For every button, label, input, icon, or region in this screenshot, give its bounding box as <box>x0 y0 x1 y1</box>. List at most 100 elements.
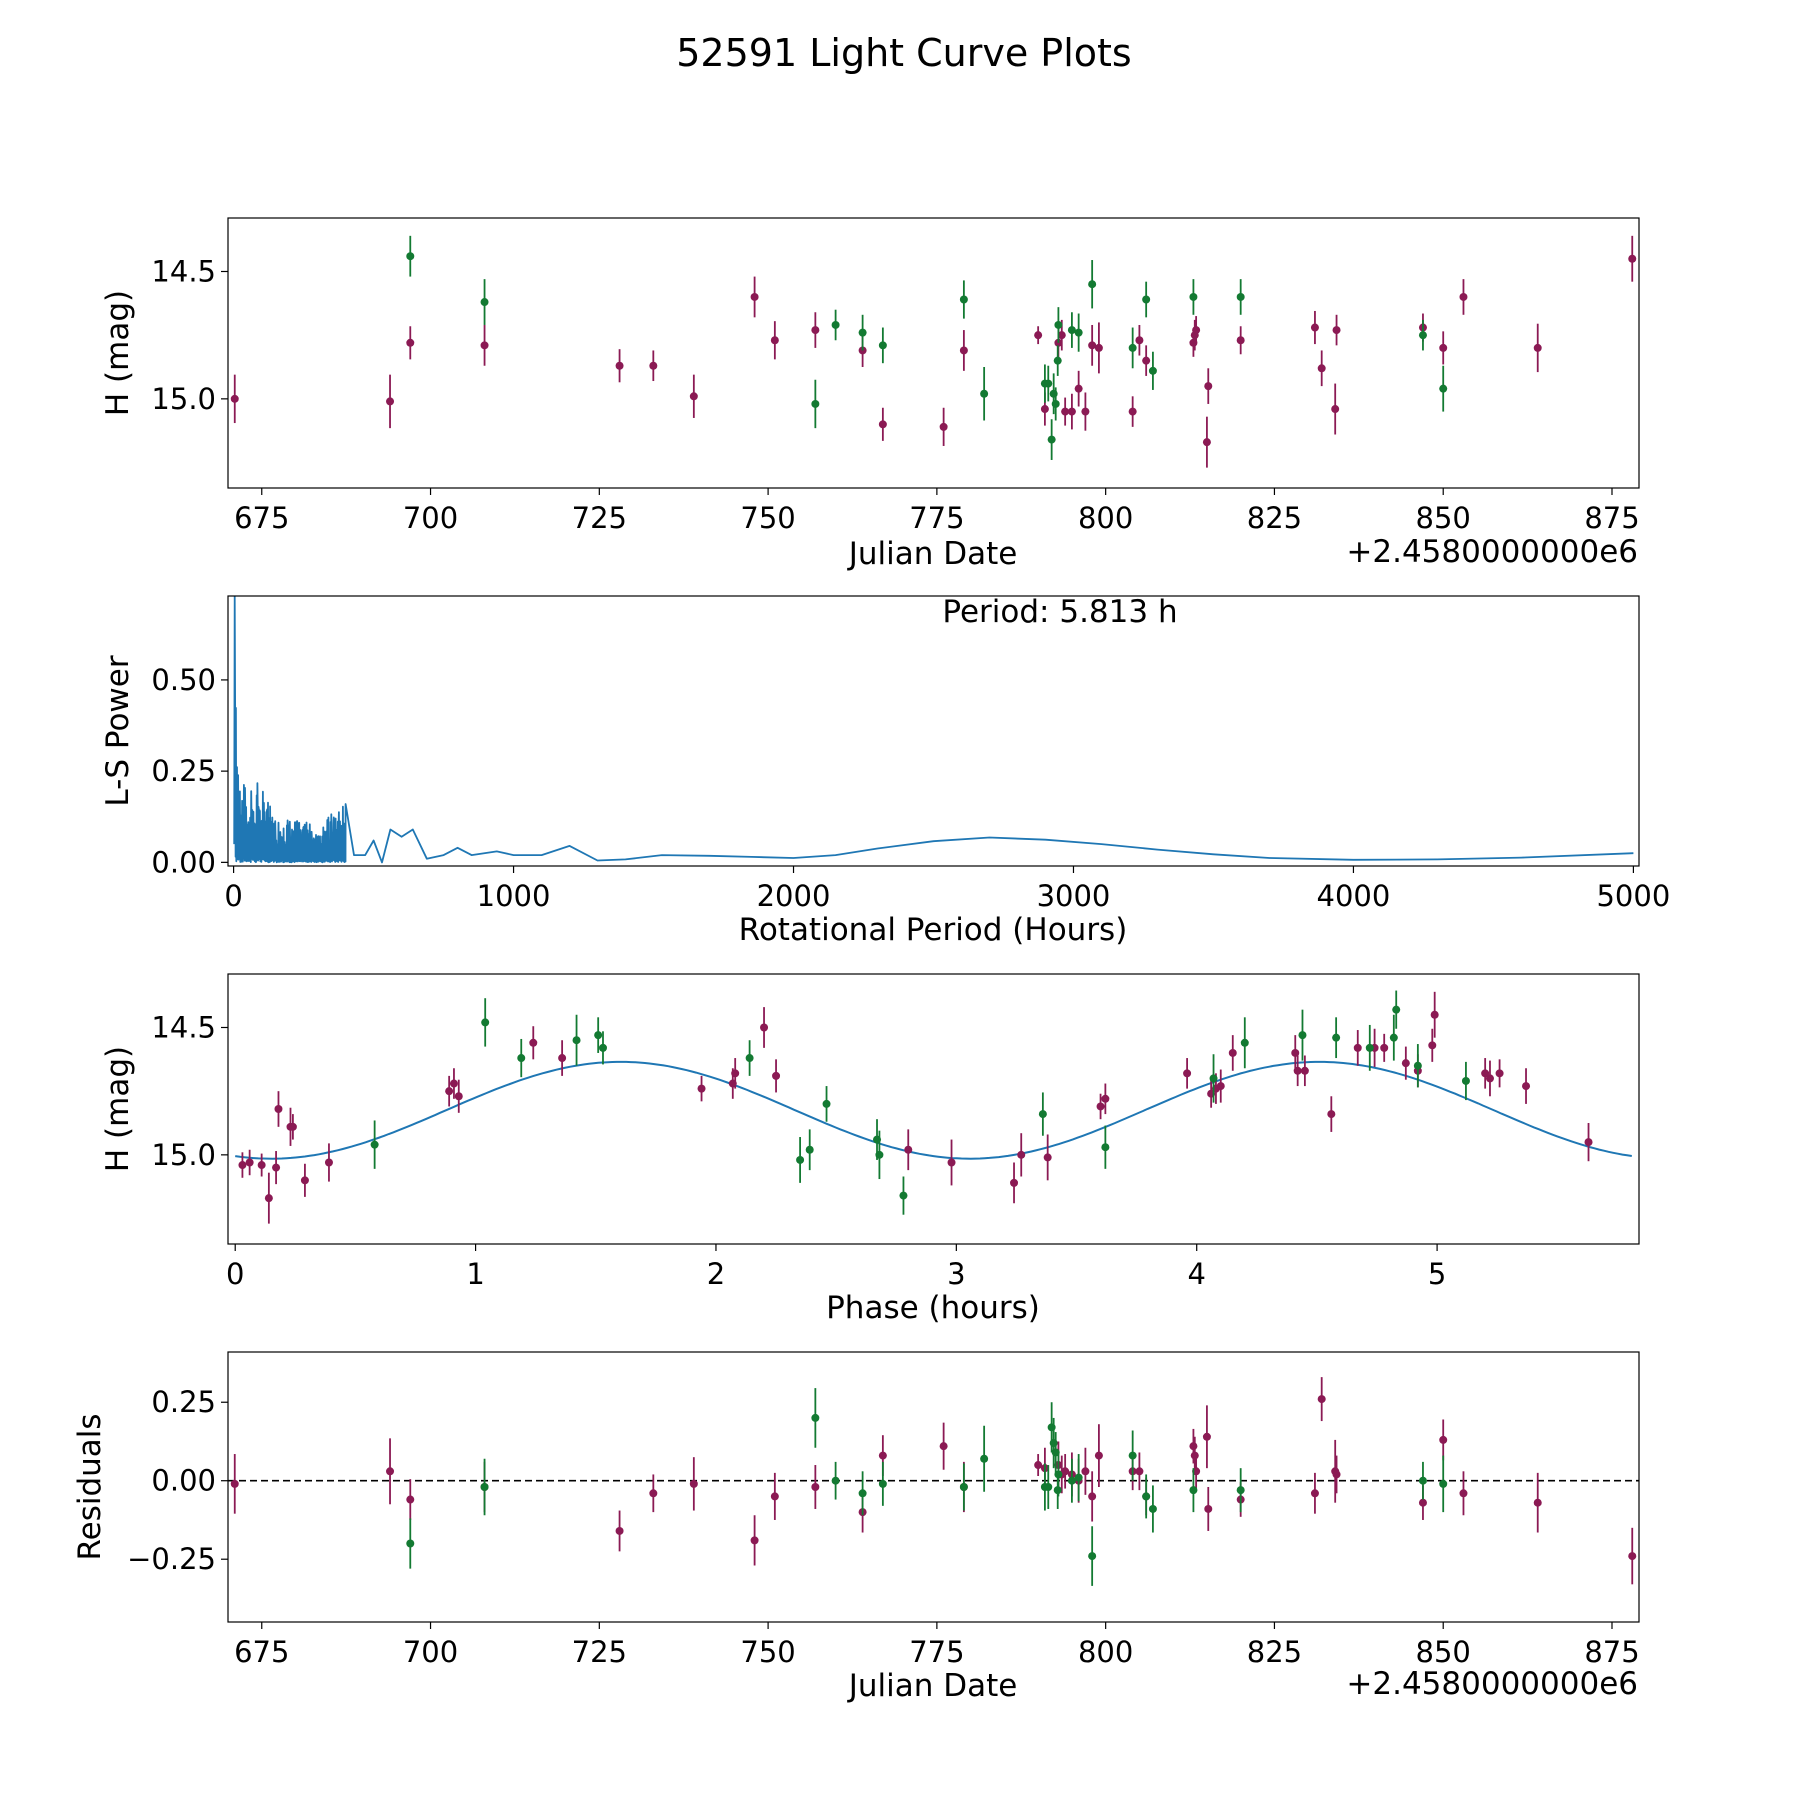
band_a-point <box>1057 331 1066 340</box>
band_a-point <box>750 292 759 301</box>
band_b-point <box>572 1036 581 1045</box>
x-tick-label: 725 <box>572 501 627 535</box>
x-tick-label: 875 <box>1584 501 1639 535</box>
band_a-point <box>649 361 658 370</box>
band_b-point <box>1298 1031 1307 1040</box>
phased-curve-frame <box>227 973 1640 1245</box>
band_a-point <box>386 1467 395 1476</box>
band_a-point <box>245 1158 254 1167</box>
band_a-point <box>811 1483 820 1491</box>
band_b-point <box>959 1483 968 1491</box>
x-tick-label: 0 <box>226 1257 244 1291</box>
band_a-point <box>1418 1498 1427 1507</box>
light-curve-y-label: H (mag) <box>100 290 136 416</box>
residuals-y-label: Residuals <box>72 1413 108 1560</box>
band_b-point <box>1054 1470 1063 1479</box>
band_b-point <box>858 1489 867 1498</box>
x-tick-label: 4000 <box>1317 879 1391 913</box>
band_b-point <box>811 399 820 408</box>
band_a-point <box>1327 1110 1336 1119</box>
band_b-point <box>1189 1486 1198 1495</box>
band_a-point <box>1067 407 1076 416</box>
band_b-point <box>1209 1074 1218 1083</box>
band_a-point <box>449 1079 458 1088</box>
band_a-point <box>1128 407 1137 416</box>
band_a-point <box>878 1451 887 1460</box>
panel-residuals: 675 700 725 750 775 800 825 850 875 0.25 0.00 −0.2… <box>72 1351 1640 1704</box>
band_b-point <box>745 1054 754 1063</box>
band_b-point <box>1047 435 1056 444</box>
band_b-point <box>796 1155 805 1164</box>
band_b-point <box>1418 331 1427 340</box>
x-tick-label: 0 <box>224 879 242 913</box>
light-curve-x-offset: +2.4580000000e6 <box>1346 534 1638 570</box>
band_a-point <box>1216 1082 1225 1091</box>
x-tick-label: 4 <box>1187 1257 1205 1291</box>
band_a-point <box>445 1087 454 1096</box>
band_a-point <box>1204 382 1213 391</box>
band_a-point <box>1331 405 1340 414</box>
x-tick-label: 700 <box>403 1635 458 1669</box>
band_a-point <box>1317 1395 1326 1404</box>
band_a-point <box>1332 326 1341 335</box>
band_b-point <box>1053 356 1062 365</box>
band_a-point <box>1010 1178 1019 1187</box>
band_a-point <box>1317 364 1326 373</box>
band_a-point <box>1189 1442 1198 1451</box>
band_b-point <box>1044 1483 1053 1491</box>
band_a-point <box>1202 1432 1211 1441</box>
band_b-point <box>1101 1143 1110 1152</box>
band_a-point <box>406 338 415 347</box>
band_b-point <box>598 1043 607 1052</box>
periodogram-y-label: L-S Power <box>100 655 136 806</box>
band_a-point <box>1291 1048 1300 1057</box>
band_a-point <box>558 1054 567 1063</box>
band_a-point <box>1353 1043 1362 1052</box>
band_b-point <box>1142 295 1151 304</box>
y-tick-label: 0.00 <box>151 1464 216 1498</box>
band_a-point <box>1190 1451 1199 1460</box>
band_a-point <box>1584 1138 1593 1147</box>
x-tick-label: 700 <box>403 501 458 535</box>
band_a-point <box>1081 407 1090 416</box>
band_b-point <box>1148 1504 1157 1513</box>
y-tick-label: 15.0 <box>151 1138 216 1172</box>
band_b-point <box>980 1454 989 1463</box>
y-tick-label: 0.00 <box>151 845 216 879</box>
periodogram-line <box>233 596 1634 864</box>
band_a-point <box>1135 1467 1144 1476</box>
x-tick-label: 750 <box>740 501 795 535</box>
band_a-point <box>811 326 820 335</box>
band_b-point <box>899 1191 908 1200</box>
band_a-point <box>697 1084 706 1093</box>
x-tick-label: 675 <box>234 501 289 535</box>
phased-curve-plot-area <box>235 990 1632 1224</box>
band_a-point <box>1017 1150 1026 1159</box>
band_b-point <box>878 1479 887 1488</box>
x-tick-label: 2 <box>707 1257 725 1291</box>
band_b-point <box>878 341 887 350</box>
band_b-point <box>1128 343 1137 352</box>
band_b-point <box>1038 1110 1047 1119</box>
x-tick-label: 750 <box>740 1635 795 1669</box>
band_b-point <box>1088 280 1097 289</box>
band_a-point <box>1061 407 1070 416</box>
band_a-point <box>230 394 239 403</box>
band_b-point <box>1074 1473 1083 1482</box>
band_b-point <box>831 1476 840 1485</box>
light-curve-plot-area <box>230 235 1637 468</box>
band_a-point <box>947 1158 956 1167</box>
x-tick-label: 2000 <box>757 879 831 913</box>
band_a-point <box>1310 1489 1319 1498</box>
light-curve-x-label: Julian Date <box>847 536 1018 572</box>
x-tick-label: 875 <box>1584 1635 1639 1669</box>
x-tick-label: 5000 <box>1596 879 1670 913</box>
x-tick-label: 800 <box>1078 1635 1133 1669</box>
band_b-point <box>805 1145 814 1154</box>
band_a-point <box>750 1536 759 1545</box>
x-tick-label: 1000 <box>477 879 551 913</box>
residuals-y-ticks: 0.25 0.00 −0.25 <box>127 1385 228 1576</box>
band_a-point <box>615 1526 624 1535</box>
band_a-point <box>878 420 887 429</box>
y-tick-label: 0.25 <box>151 754 216 788</box>
